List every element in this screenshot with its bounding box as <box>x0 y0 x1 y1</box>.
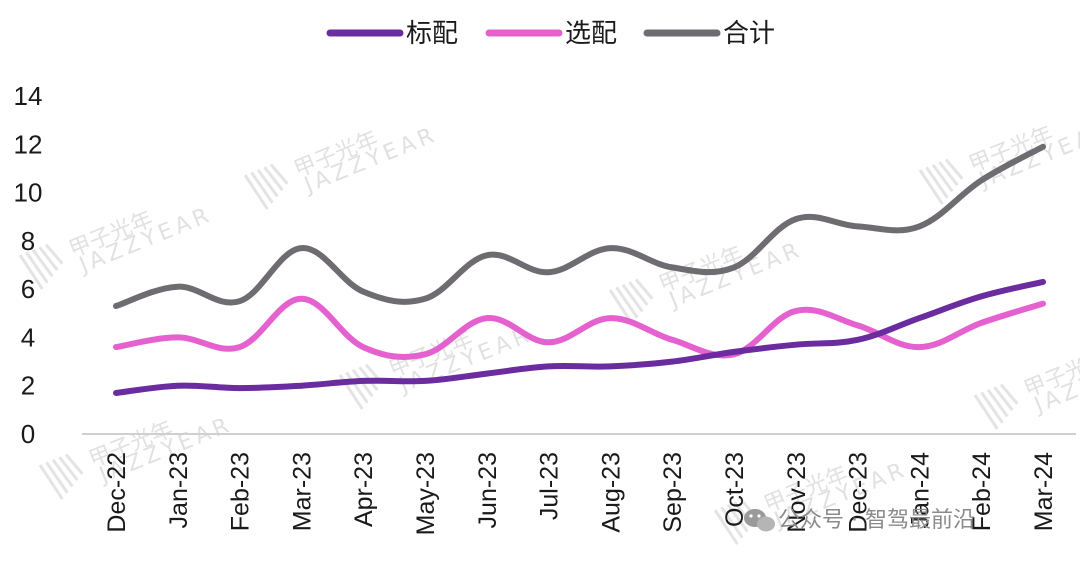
x-tick-label: Apr-23 <box>350 452 378 527</box>
x-tick-label: Jan-23 <box>165 452 193 528</box>
y-tick-label: 14 <box>14 81 43 111</box>
watermark-mark <box>993 386 1014 412</box>
watermark-mark <box>38 464 64 500</box>
series-line-0 <box>113 278 1046 396</box>
x-tick-label: Mar-23 <box>288 452 316 531</box>
series-layer <box>113 143 1046 396</box>
watermark-mark <box>986 388 1009 418</box>
x-tick-label: Jul-23 <box>536 452 564 520</box>
watermark-mark <box>726 503 749 533</box>
y-tick-label: 4 <box>21 322 35 352</box>
watermark-mark <box>263 166 284 192</box>
y-tick-label: 10 <box>14 178 43 208</box>
legend-label-2: 合计 <box>723 19 775 49</box>
credit-badge: 公众号 · 智驾最前沿 <box>744 508 975 533</box>
x-axis: Dec-22 Jan-23 Feb-23 Mar-23 Apr-23 May-23 Jun-… <box>103 452 1058 535</box>
watermark-mark <box>58 456 79 482</box>
watermark-mark <box>925 166 949 199</box>
watermark-mark <box>38 246 59 272</box>
watermark-mark <box>250 171 274 204</box>
watermark-mark <box>628 281 649 307</box>
wechat-icon <box>744 509 775 532</box>
x-tick-label: Dec-22 <box>103 452 131 533</box>
watermark-mark <box>31 248 54 278</box>
watermark-mark <box>269 163 289 185</box>
y-tick-label: 0 <box>21 419 35 449</box>
x-tick-label: Jun-23 <box>474 452 502 528</box>
watermark-mark <box>931 163 954 193</box>
watermark-mark <box>980 391 1004 424</box>
watermark-mark <box>18 254 44 290</box>
x-tick-label: Sep-23 <box>659 452 687 533</box>
y-tick-label: 6 <box>21 274 35 304</box>
legend: 标配 选配 合计 <box>326 19 775 49</box>
y-tick-label: 2 <box>21 371 35 401</box>
watermark-mark <box>973 394 999 430</box>
y-tick-label: 12 <box>14 129 43 159</box>
watermark-mark <box>45 461 69 494</box>
watermark-mark <box>345 371 369 404</box>
x-tick-label: Nov-23 <box>783 452 811 533</box>
watermark-mark <box>720 506 744 539</box>
watermark-mark <box>615 286 639 319</box>
watermark-mark <box>634 278 654 300</box>
watermark-mark <box>64 453 84 475</box>
legend-label-0: 标配 <box>406 19 458 49</box>
watermark-mark <box>713 509 739 545</box>
watermark-mark <box>51 458 74 488</box>
watermark-mark <box>999 383 1019 405</box>
series-line-2 <box>113 143 1046 310</box>
x-tick-label: Dec-23 <box>845 452 873 533</box>
x-tick-label: Feb-24 <box>968 452 996 531</box>
watermark-mark <box>938 161 959 187</box>
watermark-mark <box>944 158 964 180</box>
x-tick-label: Oct-23 <box>721 452 749 527</box>
watermark-mark <box>621 283 644 313</box>
credit-text: 公众号 · 智驾最前沿 <box>778 508 975 533</box>
watermark-mark <box>44 243 64 265</box>
legend-label-1: 选配 <box>565 19 617 49</box>
watermark-mark <box>918 169 944 205</box>
series-line-1 <box>113 295 1046 360</box>
x-tick-label: Feb-23 <box>227 452 255 531</box>
x-tick-label: Jan-24 <box>906 452 934 529</box>
x-tick-label: Aug-23 <box>597 452 625 533</box>
x-tick-label: May-23 <box>412 452 440 535</box>
watermark-mark <box>25 251 49 284</box>
watermark-mark <box>256 168 279 198</box>
x-tick-label: Mar-24 <box>1030 452 1058 531</box>
y-tick-label: 8 <box>21 226 35 256</box>
watermark-mark <box>243 174 269 210</box>
y-axis: 0 2 4 6 8 10 12 14 <box>14 81 43 449</box>
